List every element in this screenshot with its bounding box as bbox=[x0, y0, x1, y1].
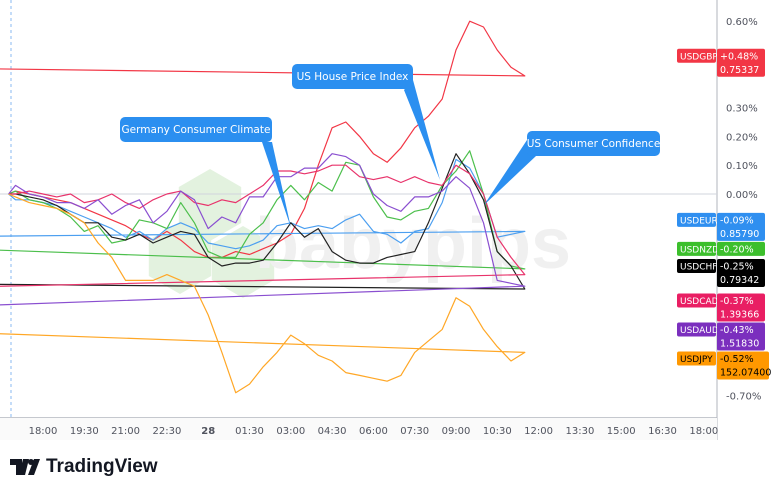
series-name-label: USDEUR bbox=[680, 216, 718, 226]
series-line-usdeur[interactable] bbox=[0, 158, 526, 250]
tradingview-logo: TradingView bbox=[10, 456, 158, 478]
series-name-label: USDJPY bbox=[680, 355, 713, 365]
x-tick-label: 06:00 bbox=[359, 426, 388, 437]
annotation-callout[interactable]: US House Price Index bbox=[292, 64, 440, 180]
x-tick-label: 18:00 bbox=[689, 426, 718, 437]
annotation-callout[interactable]: US Consumer Confidence bbox=[484, 131, 660, 205]
x-tick-label: 13:30 bbox=[565, 426, 594, 437]
x-tick-label: 15:00 bbox=[607, 426, 636, 437]
series-change-label: -0.52% bbox=[720, 354, 754, 365]
series-change-label: +0.48% bbox=[720, 51, 758, 62]
series-name-label: USDGBP bbox=[680, 52, 718, 62]
y-tick-label: 0.10% bbox=[726, 161, 758, 172]
price-label-usdchf: USDCHF -0.25% 0.79342 bbox=[677, 259, 765, 287]
price-label-usdaud: USDAUD -0.43% 1.51830 bbox=[677, 322, 765, 351]
x-tick-label: 19:30 bbox=[70, 426, 99, 437]
tradingview-logo-icon bbox=[10, 459, 40, 475]
watermark-text: babypips bbox=[255, 204, 571, 284]
series-name-label: USDNZD bbox=[680, 245, 719, 255]
callout-pointer bbox=[404, 80, 440, 180]
callout-box bbox=[527, 131, 660, 156]
series-line-usdnzd[interactable] bbox=[0, 150, 526, 281]
x-tick-label: 28 bbox=[201, 426, 215, 437]
callout-box bbox=[292, 64, 413, 89]
x-tick-label: 07:30 bbox=[400, 426, 429, 437]
series-name-label: USDCAD bbox=[680, 297, 719, 307]
series-change-label: -0.20% bbox=[720, 244, 754, 255]
x-tick-label: 18:00 bbox=[29, 426, 58, 437]
brand-name: TradingView bbox=[46, 456, 158, 477]
price-label-usdgbp: USDGBP +0.48% 0.75337 bbox=[677, 48, 765, 77]
series-price-label: 0.75337 bbox=[720, 65, 759, 76]
babypips-watermark: babypips bbox=[148, 169, 571, 298]
y-tick-label: 0.30% bbox=[726, 104, 758, 115]
y-tick-label: 0.00% bbox=[726, 190, 758, 201]
series-price-label: 1.51830 bbox=[720, 339, 759, 350]
x-tick-label: 10:30 bbox=[483, 426, 512, 437]
series-line-usdgbp[interactable] bbox=[0, 20, 526, 258]
x-tick-label: 01:30 bbox=[235, 426, 264, 437]
callout-pointer bbox=[262, 142, 291, 228]
x-tick-label: 04:30 bbox=[318, 426, 347, 437]
x-tick-label: 16:30 bbox=[648, 426, 677, 437]
price-label-usdcad: USDCAD -0.37% 1.39366 bbox=[677, 293, 765, 322]
series-price-label: 0.85790 bbox=[720, 229, 759, 240]
y-tick-label: 0.20% bbox=[726, 132, 758, 143]
x-tick-label: 03:00 bbox=[276, 426, 305, 437]
series-change-label: -0.25% bbox=[720, 262, 754, 273]
series-line-usdaud[interactable] bbox=[0, 153, 526, 338]
y-tick-label: 0.60% bbox=[726, 17, 758, 28]
y-tick-label: -0.70% bbox=[726, 392, 761, 403]
price-label-usdeur: USDEUR -0.09% 0.85790 bbox=[677, 212, 765, 241]
series-line-usdjpy[interactable] bbox=[0, 193, 526, 394]
callout-text: US House Price Index bbox=[297, 71, 409, 83]
x-tick-label: 21:00 bbox=[111, 426, 140, 437]
x-tick-label: 22:30 bbox=[152, 426, 181, 437]
series-price-label: 1.39366 bbox=[720, 310, 759, 321]
x-tick-label: 12:00 bbox=[524, 426, 553, 437]
callout-box bbox=[120, 117, 272, 142]
annotation-callout[interactable]: Germany Consumer Climate bbox=[120, 117, 291, 228]
x-tick-label: 09:00 bbox=[442, 426, 471, 437]
series-change-label: -0.09% bbox=[720, 215, 754, 226]
series-line-usdchf[interactable] bbox=[0, 153, 526, 290]
callout-text: US Consumer Confidence bbox=[527, 138, 661, 150]
series-name-label: USDCHF bbox=[680, 263, 717, 273]
series-change-label: -0.37% bbox=[720, 296, 754, 307]
callout-text: Germany Consumer Climate bbox=[122, 124, 271, 136]
series-price-label: 152.07400 bbox=[720, 368, 771, 379]
series-name-label: USDAUD bbox=[680, 326, 719, 336]
time-axis[interactable] bbox=[0, 418, 717, 440]
price-label-usdnzd: USDNZD -0.20% bbox=[677, 241, 765, 256]
price-label-usdjpy: USDJPY -0.52% 152.07400 bbox=[677, 351, 771, 380]
series-line-usdcad[interactable] bbox=[0, 164, 526, 300]
callout-pointer bbox=[484, 140, 536, 205]
series-change-label: -0.43% bbox=[720, 325, 754, 336]
chart[interactable]: babypips 0.60% 0.30% 0.20% 0.10% 0.00% -0.70% 1… bbox=[0, 0, 780, 450]
series-price-label: 0.79342 bbox=[720, 275, 759, 286]
